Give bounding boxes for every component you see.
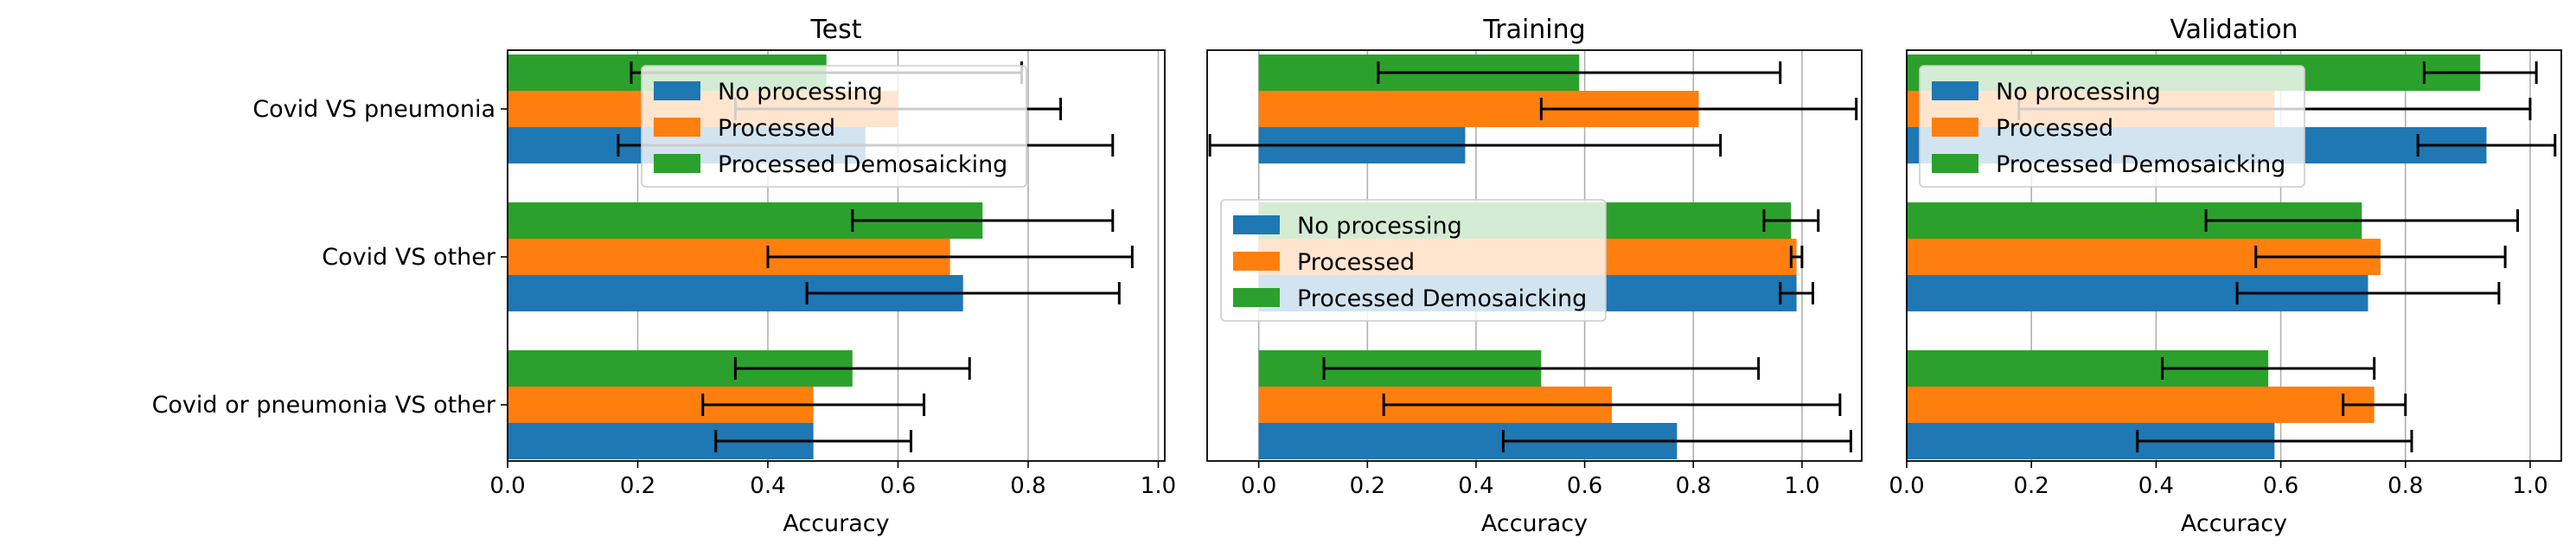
legend-label: Processed Demosaicking: [1996, 151, 2285, 178]
legend-swatch: [1932, 154, 1978, 173]
x-tick-label: 0.2: [1350, 473, 1385, 499]
x-tick-label: 0.6: [880, 473, 916, 499]
x-tick-label: 0.4: [2138, 473, 2174, 499]
axes-frame: [1206, 49, 1863, 462]
x-tick-label: 0.0: [1889, 473, 1924, 499]
legend-box: [1220, 199, 1607, 322]
legend: No processing Processed Processed Demosaic…: [641, 65, 1027, 188]
legend-label: Processed Demosaicking: [1297, 285, 1587, 312]
x-tick-label: 1.0: [1141, 473, 1176, 499]
panel-title: Validation: [2170, 15, 2298, 45]
legend-label: Processed: [718, 115, 835, 142]
panel-title: Test: [809, 15, 861, 45]
x-axis-label: Accuracy: [783, 510, 889, 537]
x-tick-label: 0.0: [1241, 473, 1276, 499]
panel-test: 0.0 0.2 0.4 0.6 0.8 1.0 Test Accuracy Covid VS p…: [152, 15, 1177, 537]
legend-box: [1919, 65, 2305, 188]
legend-swatch: [654, 154, 700, 173]
panel-validation: 0.0 0.2 0.4 0.6 0.8 1.0 Validation Accuracy No p…: [1889, 15, 2562, 537]
category-label: Covid VS pneumonia: [252, 96, 495, 123]
x-tick-label: 0.8: [1010, 473, 1045, 499]
panel-title: Training: [1482, 15, 1585, 45]
axes-frame: [507, 49, 1166, 462]
category-label: Covid or pneumonia VS other: [152, 392, 496, 419]
legend-swatch: [654, 81, 700, 100]
legend-label: No processing: [718, 79, 883, 106]
x-tick-label: 1.0: [1784, 473, 1819, 499]
legend-swatch: [1932, 81, 1978, 100]
category-label: Covid VS other: [322, 244, 496, 271]
x-axis-label: Accuracy: [1481, 510, 1588, 537]
x-axis-label: Accuracy: [2181, 510, 2287, 537]
legend-box: [641, 65, 1027, 188]
legend-swatch: [1233, 215, 1280, 234]
x-tick-label: 0.6: [2263, 473, 2298, 499]
x-tick-label: 1.0: [2512, 473, 2547, 499]
x-tick-label: 0.4: [750, 473, 785, 499]
x-tick-label: 0.4: [1458, 473, 1493, 499]
x-tick-label: 0.6: [1567, 473, 1602, 499]
panel-training: 0.0 0.2 0.4 0.6 0.8 1.0 Training Accuracy No pro…: [1206, 15, 1863, 537]
legend-label: Processed: [1297, 249, 1415, 276]
axes-frame: [1906, 49, 2562, 462]
legend-label: Processed: [1996, 115, 2113, 142]
legend-swatch: [1932, 118, 1978, 137]
legend-label: Processed Demosaicking: [718, 151, 1007, 178]
bar: [1907, 387, 2375, 423]
x-tick-label: 0.8: [1676, 473, 1711, 499]
legend-label: No processing: [1996, 79, 2161, 106]
x-tick-label: 0.2: [620, 473, 655, 499]
legend: No processing Processed Processed Demosaic…: [1220, 199, 1607, 322]
legend-swatch: [654, 118, 700, 137]
x-tick-label: 0.0: [489, 473, 525, 499]
legend-swatch: [1233, 252, 1280, 271]
legend-label: No processing: [1297, 213, 1462, 240]
x-tick-label: 0.8: [2387, 473, 2423, 499]
legend-swatch: [1233, 288, 1280, 307]
legend: No processing Processed Processed Demosaic…: [1919, 65, 2305, 188]
x-tick-label: 0.2: [2014, 473, 2049, 499]
